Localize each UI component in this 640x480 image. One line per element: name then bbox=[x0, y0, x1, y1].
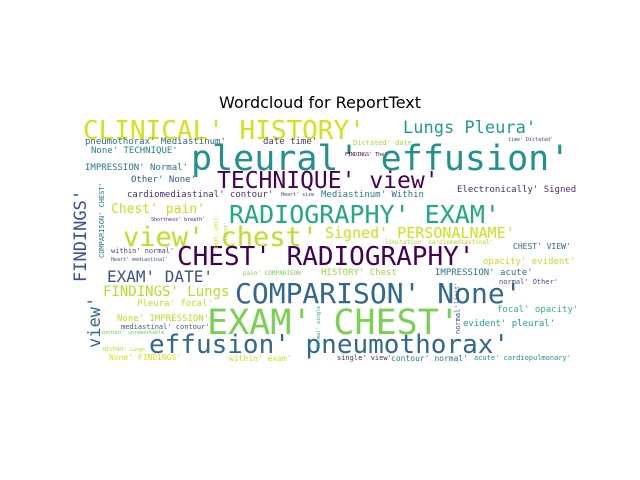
word: time' Dictated' bbox=[508, 137, 554, 143]
word: Pleura' focal' bbox=[137, 299, 213, 309]
word: Mediastinum' Within bbox=[321, 190, 424, 200]
word: contour' normal' bbox=[391, 354, 469, 363]
word: HISTORY' Lungs bbox=[103, 347, 146, 353]
word: HISTORY' Chest bbox=[321, 268, 397, 278]
word: opacity' evident' bbox=[483, 257, 576, 267]
word: CHEST' VIEW' bbox=[513, 242, 571, 251]
word: COMPARISON' None' bbox=[235, 277, 522, 310]
word: view' chest' bbox=[123, 222, 319, 253]
word: limitation' cardiomediastinal' bbox=[385, 239, 494, 246]
word: IMPRESSION' Normal' bbox=[85, 163, 188, 173]
word: date time' bbox=[263, 137, 318, 147]
word: cardiomediastinal' contour' bbox=[127, 190, 274, 200]
word: contour' unremarkable bbox=[101, 330, 165, 336]
word: None' FINDINGS' bbox=[109, 353, 182, 362]
word: evident' pleural' bbox=[463, 319, 556, 329]
word: TECHNIQUE' view' bbox=[217, 168, 439, 194]
word: CHEST' RADIOGRAPHY' bbox=[177, 242, 475, 272]
word: CHEST' bbox=[224, 221, 230, 240]
word: DATE' 2017 bbox=[214, 217, 220, 248]
word: IMPRESSION' acute' bbox=[435, 268, 533, 278]
word: single' view' bbox=[337, 354, 392, 362]
word: None' TECHNIQUE' bbox=[91, 146, 178, 156]
word: Dictated' date bbox=[353, 139, 413, 147]
word: view' bbox=[85, 296, 105, 348]
word: Signed' PERSONALNAME' bbox=[325, 224, 515, 242]
word: Other' None' bbox=[131, 175, 197, 185]
word: Lungs Pleura' bbox=[403, 118, 537, 138]
word: acute' cardiopulmonary' bbox=[474, 354, 571, 362]
word: EXAM' CHEST' bbox=[207, 303, 460, 343]
word: pneumothorax' Mediastinum' bbox=[85, 137, 226, 147]
word: pleural' effusion' bbox=[191, 139, 571, 179]
word: effusion' pneumothorax' bbox=[149, 330, 510, 360]
word: normal' Other' bbox=[499, 278, 559, 286]
word: None' IMPRESSION' bbox=[117, 314, 210, 324]
word: mediastinal' contour' bbox=[121, 323, 210, 331]
word: within' exam' bbox=[229, 354, 292, 363]
word: within' normal' bbox=[111, 247, 175, 255]
word: Heart' size bbox=[281, 192, 315, 198]
word: EXAM' DATE' bbox=[107, 267, 213, 286]
word: Heart' mediastinal' bbox=[111, 257, 169, 263]
word: Electronically' Signed bbox=[457, 185, 577, 195]
word: normal' bbox=[454, 304, 462, 334]
word-cloud: CLINICAL' HISTORY' Lungs Pleura' pneumot… bbox=[71, 116, 581, 366]
word: FINDINGS' The' bbox=[345, 152, 388, 158]
word: COMPARISON' CHEST' bbox=[98, 182, 106, 258]
chart-title: Wordcloud for ReportText bbox=[218, 93, 422, 112]
word: pain' COMPARISON' bbox=[243, 270, 305, 277]
word: Normal' single bbox=[316, 305, 322, 348]
word: FINDINGS' Lungs bbox=[103, 284, 230, 300]
word: limit' bbox=[454, 282, 461, 304]
word: RADIOGRAPHY' EXAM' bbox=[229, 200, 500, 229]
word: Shortness' breath' bbox=[151, 217, 206, 223]
word: FINDINGS' bbox=[71, 189, 91, 282]
word: focal' opacity' bbox=[497, 305, 579, 315]
word: Chest' pain' bbox=[111, 202, 205, 217]
word: CLINICAL' HISTORY' bbox=[83, 116, 365, 146]
